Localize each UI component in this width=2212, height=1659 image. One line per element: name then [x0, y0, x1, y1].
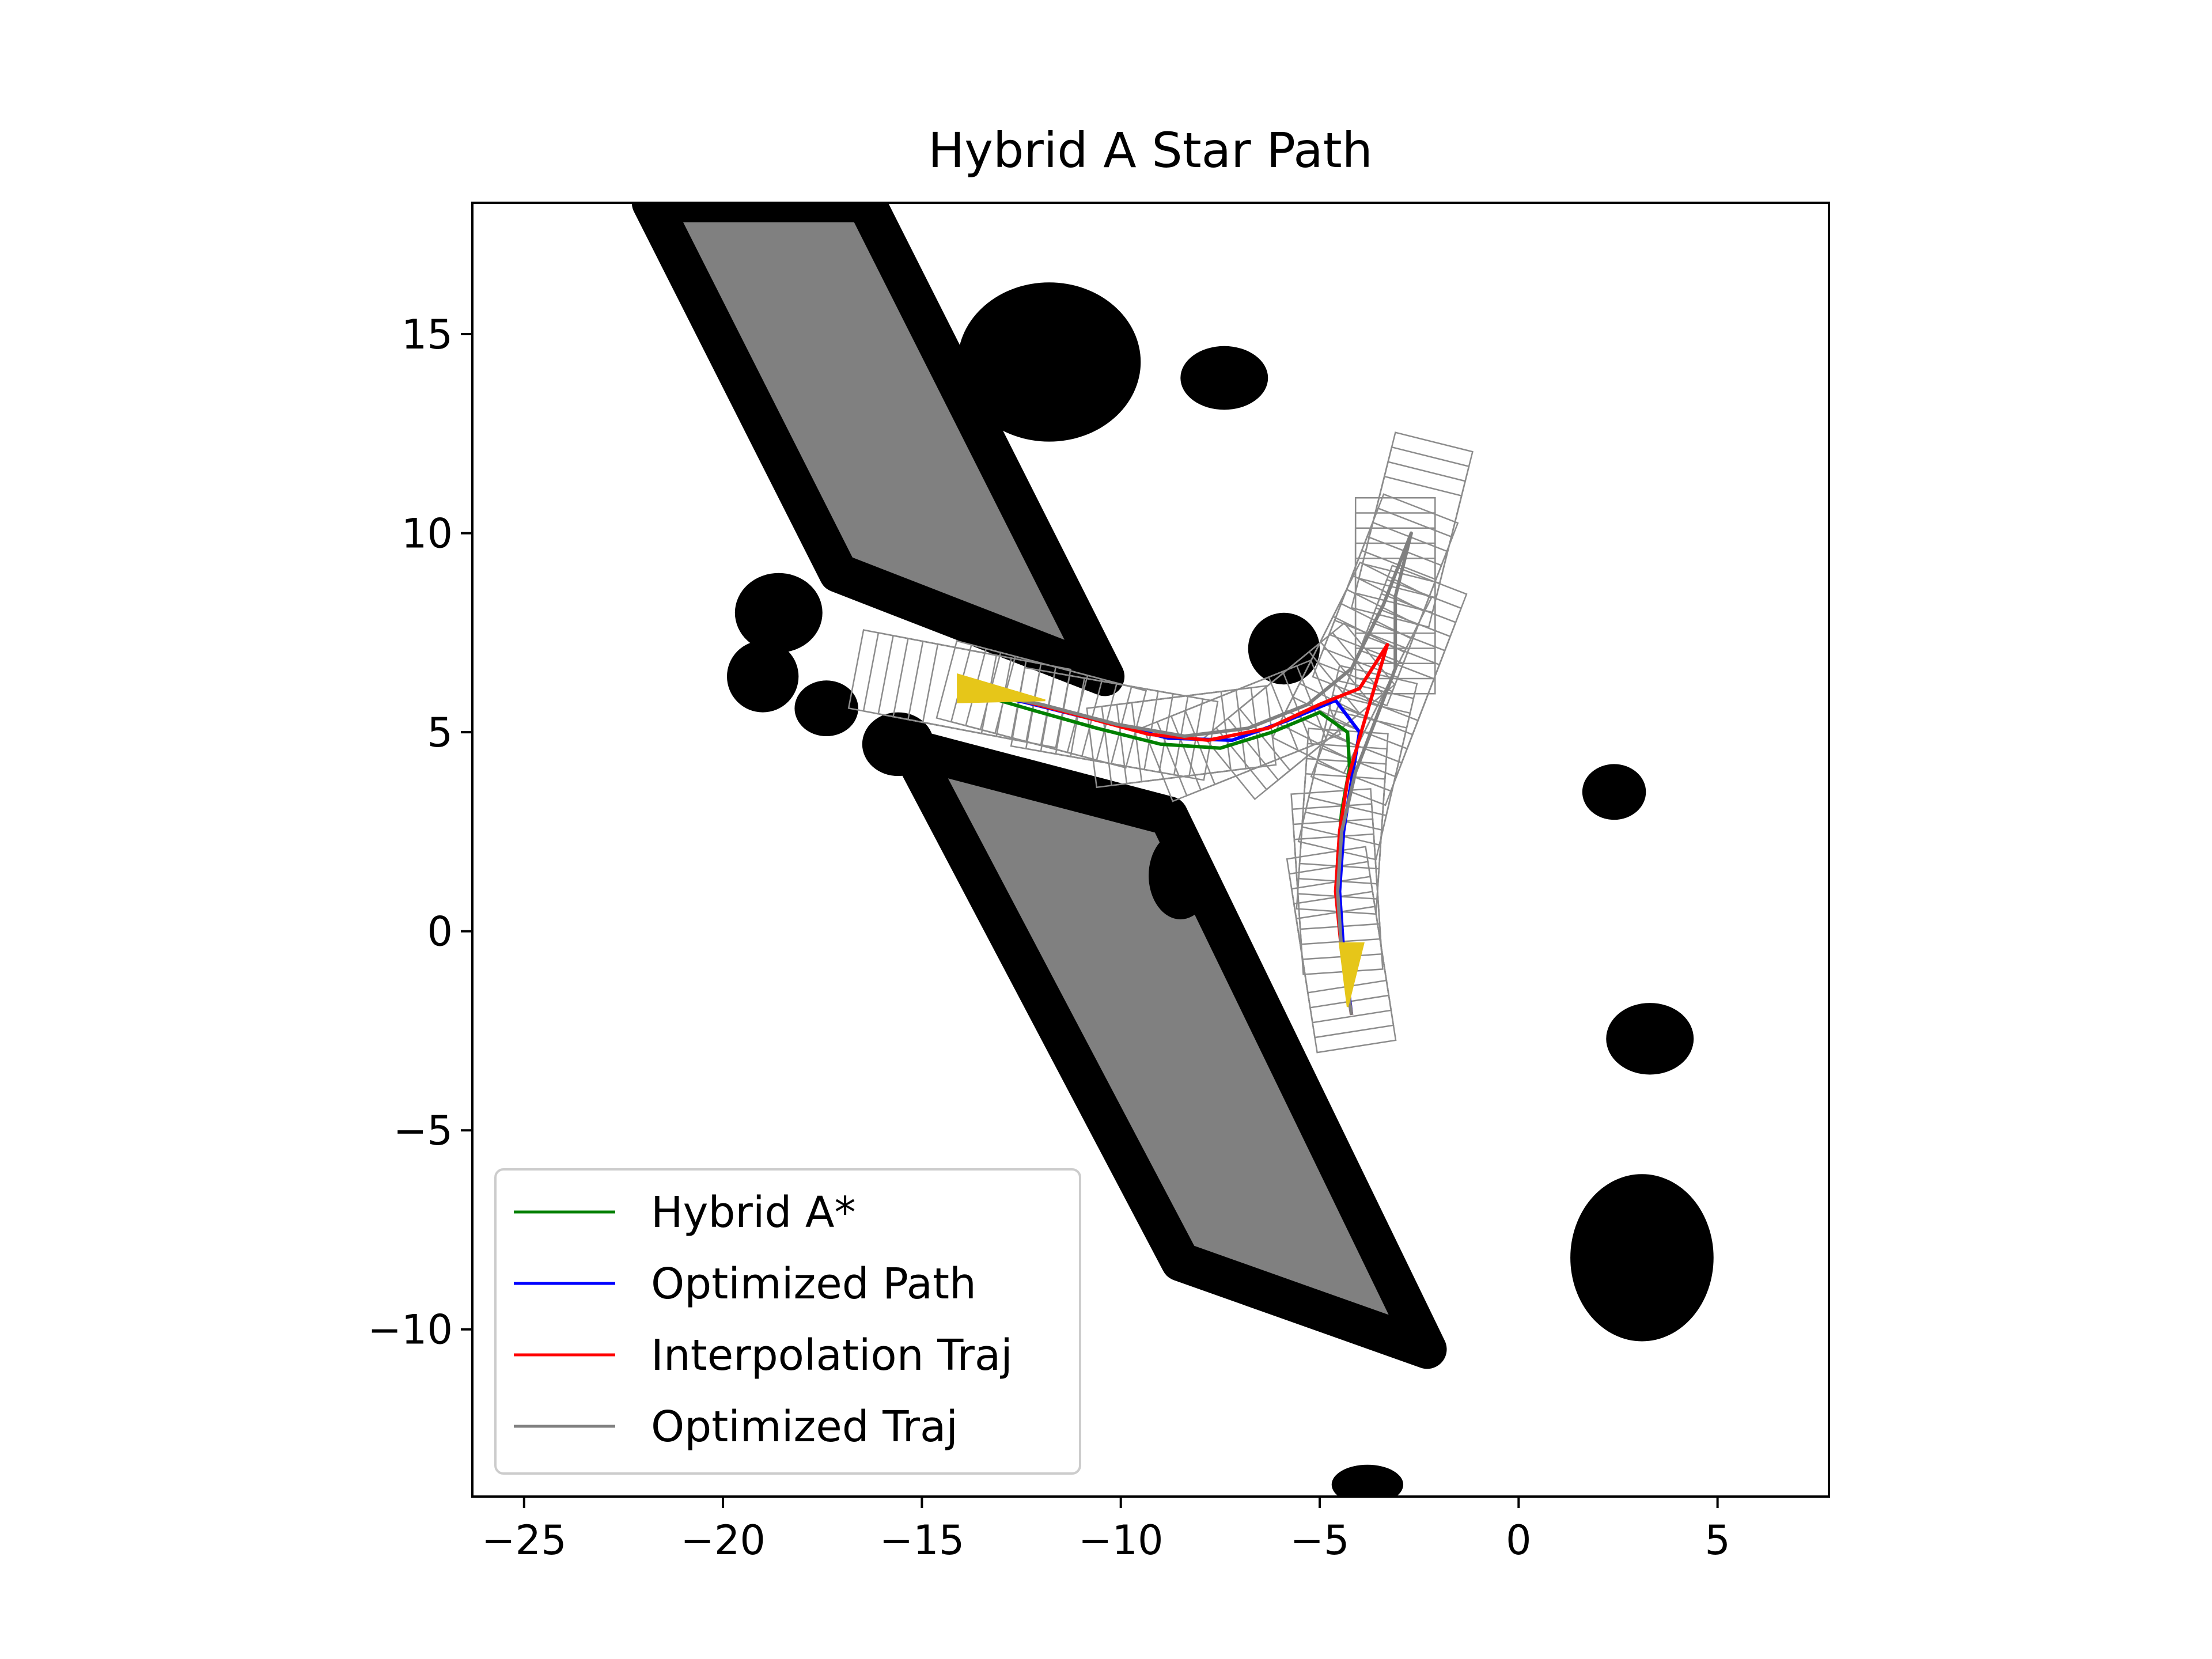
y-tick-label: 5	[427, 709, 453, 756]
series-layer	[957, 531, 1413, 1016]
x-tick-label: −20	[680, 1517, 766, 1564]
vehicle-footprint	[847, 629, 998, 734]
y-tick-label: 0	[427, 908, 453, 956]
x-tick-label: −25	[482, 1517, 567, 1564]
start-pose-marker	[957, 673, 1046, 703]
plot-area	[631, 203, 1714, 1497]
scattered-obstacle-2	[1180, 346, 1268, 410]
x-tick-label: 5	[1705, 1517, 1730, 1564]
legend-label: Interpolation Traj	[651, 1331, 1013, 1380]
legend-label: Hybrid A*	[651, 1188, 856, 1237]
scattered-obstacle-5	[794, 680, 858, 737]
scattered-obstacle-3	[734, 573, 823, 653]
series-line-4	[957, 531, 1413, 1016]
y-tick-label: 15	[402, 311, 453, 358]
y-tick-label: −5	[393, 1107, 453, 1154]
y-axis: −10 −5 0 5 10 15	[368, 311, 472, 1354]
scattered-obstacle-12	[1331, 1464, 1404, 1497]
plot-frame	[471, 202, 1830, 1498]
wall-obstacle-1	[631, 203, 1125, 696]
y-tick-label: 10	[402, 510, 453, 558]
legend-label: Optimized Traj	[651, 1402, 958, 1452]
scattered-obstacle-7	[1248, 612, 1320, 685]
vehicle-footprint	[1203, 650, 1361, 801]
y-tick-label: −10	[368, 1306, 453, 1354]
scattered-obstacle-1	[957, 282, 1141, 442]
vehicle-footprint	[1354, 497, 1436, 634]
vehicle-footprint	[1086, 691, 1232, 789]
vehicle-marker-layer	[957, 673, 1365, 1007]
legend: Hybrid A* Optimized Path Interpolation Tra…	[494, 1168, 1081, 1475]
x-tick-label: 0	[1506, 1517, 1532, 1564]
scattered-obstacle-6	[862, 712, 934, 777]
wall-obstacle-2	[890, 728, 1447, 1369]
scattered-obstacle-4	[726, 641, 799, 713]
x-axis: −25 −20 −15 −10 −5 0 5	[482, 1497, 1730, 1564]
scattered-obstacle-11	[1570, 1174, 1714, 1342]
scattered-obstacle-10	[1606, 1003, 1694, 1075]
obstacle-layer	[631, 203, 1714, 1497]
legend-label: Optimized Path	[651, 1259, 976, 1309]
vehicle-footprint	[1343, 565, 1468, 722]
x-tick-label: −15	[880, 1517, 965, 1564]
chart-title: Hybrid A Star Path	[928, 122, 1373, 179]
scattered-obstacle-9	[1582, 764, 1646, 820]
goal-pose-marker	[1338, 942, 1365, 1007]
scattered-obstacle-8	[1149, 831, 1213, 919]
x-tick-label: −10	[1078, 1517, 1164, 1564]
legend-frame	[494, 1168, 1081, 1475]
x-tick-label: −5	[1290, 1517, 1349, 1564]
